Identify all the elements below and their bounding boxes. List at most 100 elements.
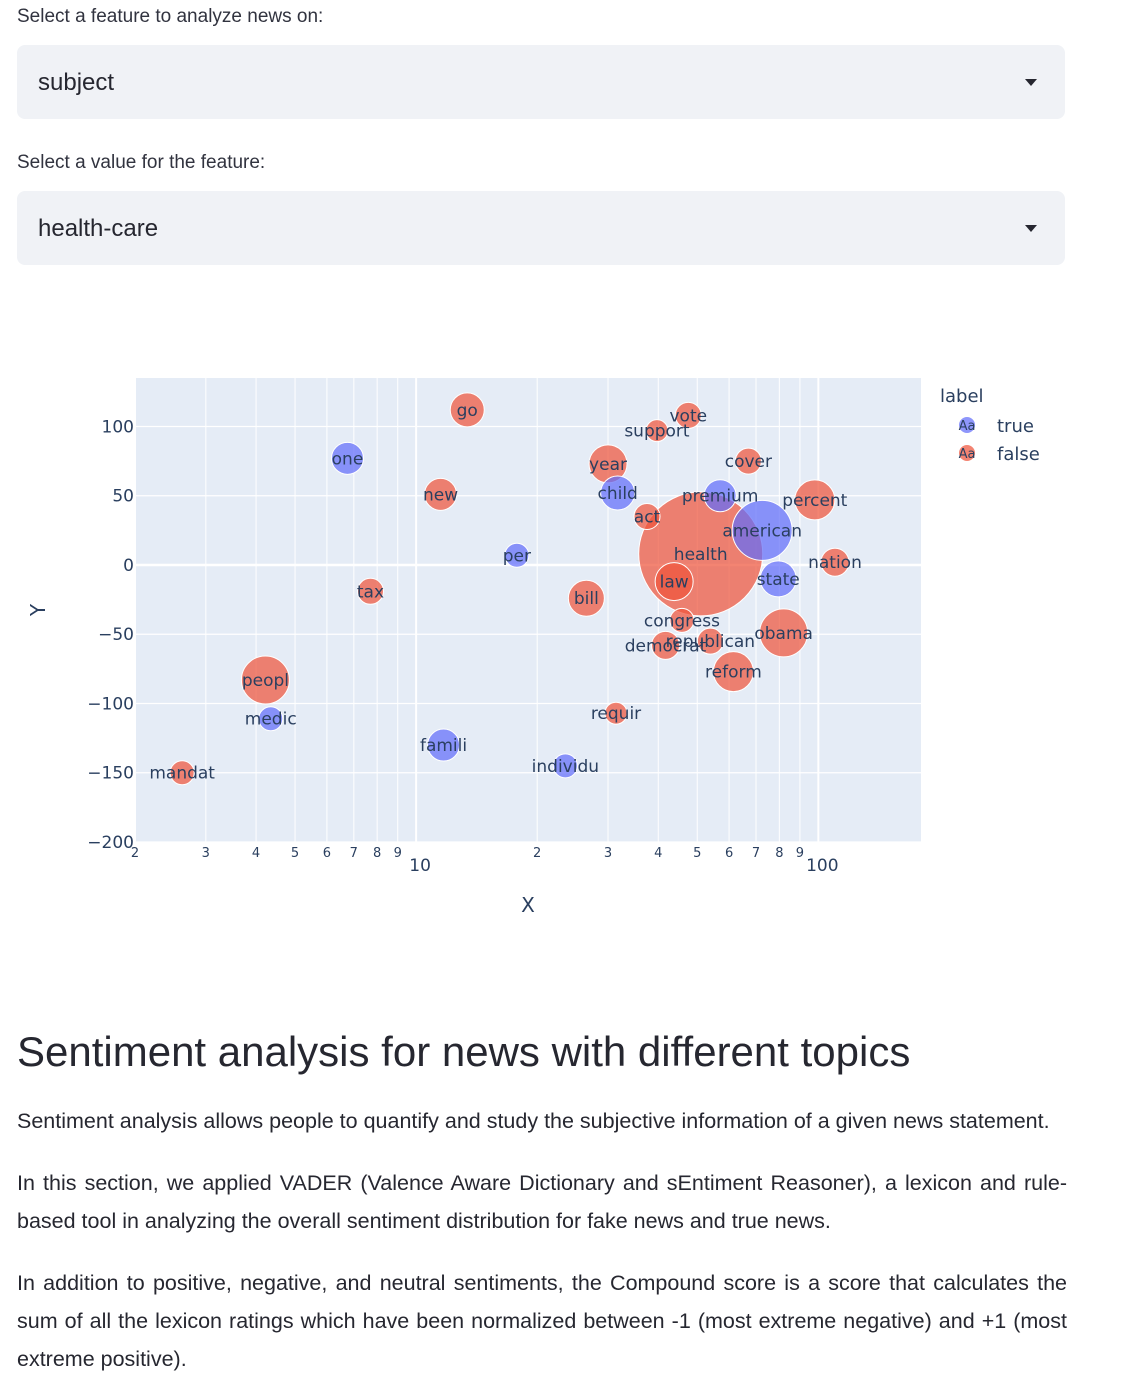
value-select[interactable]: health-care xyxy=(17,191,1065,265)
x-tick-label: 4 xyxy=(654,846,662,861)
y-tick-label: 0 xyxy=(123,556,134,576)
bubble-cover[interactable] xyxy=(734,447,762,475)
bubble-label: bill xyxy=(574,589,599,609)
legend-marker xyxy=(959,445,975,461)
bubble-label: requir xyxy=(591,704,641,724)
bubble-famili[interactable] xyxy=(427,728,461,762)
x-tick-label: 2 xyxy=(131,846,139,861)
bubble-democrat[interactable] xyxy=(651,630,681,660)
bubble-american[interactable] xyxy=(731,499,793,561)
bubble-label: famili xyxy=(420,736,467,756)
legend-label: false xyxy=(997,444,1040,465)
bubble-republican[interactable] xyxy=(696,627,724,655)
bubble-mandat[interactable] xyxy=(169,760,195,786)
bubble-label: mandat xyxy=(149,764,215,784)
section-title: Sentiment analysis for news with differe… xyxy=(17,1028,911,1075)
bubble-state[interactable] xyxy=(759,560,797,598)
bubble-congress[interactable] xyxy=(669,607,695,633)
chevron-down-icon xyxy=(1025,225,1037,232)
x-tick-label: 6 xyxy=(725,846,733,861)
feature-select-label: Select a feature to analyze news on: xyxy=(17,6,324,27)
legend-item-false[interactable]: Aa false xyxy=(959,444,1040,465)
paragraph-compound: In addition to positive, negative, and n… xyxy=(17,1271,1067,1371)
bubble-child[interactable] xyxy=(600,475,636,511)
bubble-go[interactable] xyxy=(449,392,485,428)
value-select-value: health-care xyxy=(38,215,159,242)
feature-select-value: subject xyxy=(38,69,115,96)
x-tick-label: 3 xyxy=(604,846,612,861)
y-tick-label: −100 xyxy=(87,694,134,714)
bubbles[interactable] xyxy=(169,392,850,786)
x-tick-label: 9 xyxy=(394,846,402,861)
bubble-per[interactable] xyxy=(504,542,530,568)
bubble-label: democrat xyxy=(625,636,707,656)
bubble-peopl[interactable] xyxy=(240,655,290,705)
x-axis-title: X xyxy=(521,893,535,917)
bubble-label: nation xyxy=(808,553,862,573)
bubble-label: per xyxy=(503,546,531,566)
legend-label: true xyxy=(997,416,1034,437)
x-tick-label: 100 xyxy=(806,856,838,876)
feature-select[interactable]: subject xyxy=(17,45,1065,119)
paragraph-intro: Sentiment analysis allows people to quan… xyxy=(17,1109,1050,1133)
y-tick-label: 50 xyxy=(112,487,134,507)
bubble-label: child xyxy=(597,484,637,504)
bubble-premium[interactable] xyxy=(703,479,737,513)
bubble-act[interactable] xyxy=(633,503,661,531)
x-tick-label: 4 xyxy=(252,846,260,861)
bubble-label: american xyxy=(722,521,802,541)
bubble-individu[interactable] xyxy=(552,753,578,779)
x-tick-label: 3 xyxy=(202,846,210,861)
bubble-label: medic xyxy=(245,710,297,730)
legend-item-true[interactable]: Aa true xyxy=(959,416,1034,437)
y-tick-label: −150 xyxy=(87,764,134,784)
bubble-percent[interactable] xyxy=(794,479,836,521)
x-tick-label: 9 xyxy=(796,846,804,861)
bubble-label: law xyxy=(660,573,689,593)
legend-glyph: Aa xyxy=(959,419,976,434)
gridlines xyxy=(134,378,921,843)
y-tick-label: −200 xyxy=(87,833,134,853)
bubble-chart[interactable]: health american peopl obama percent reform yea… xyxy=(0,330,1134,930)
bubble-support[interactable] xyxy=(645,419,669,443)
bubble-requir[interactable] xyxy=(604,701,628,725)
bubble-nation[interactable] xyxy=(820,547,850,577)
bubble-tax[interactable] xyxy=(356,577,384,605)
bubble-label: new xyxy=(423,485,458,505)
x-tick-label: 6 xyxy=(323,846,331,861)
x-tick-label: 5 xyxy=(693,846,701,861)
bubble-label: act xyxy=(634,508,661,528)
y-axis-ticks: 100 50 0 −50 −100 −150 −200 xyxy=(87,417,134,853)
bubble-label: one xyxy=(332,449,364,469)
bubble-vote[interactable] xyxy=(674,401,702,429)
bubble-reform[interactable] xyxy=(712,651,754,693)
y-tick-label: −50 xyxy=(98,625,134,645)
y-tick-label: 100 xyxy=(102,417,134,437)
legend[interactable]: label Aa true Aa false xyxy=(940,386,1040,465)
bubble-label: premium xyxy=(682,487,758,507)
bubble-law[interactable] xyxy=(654,562,694,602)
x-tick-label: 7 xyxy=(350,846,358,861)
bubble-obama[interactable] xyxy=(759,608,809,658)
x-tick-label: 2 xyxy=(533,846,541,861)
legend-glyph: Aa xyxy=(959,447,976,462)
bubble-label: individu xyxy=(532,757,599,777)
bubble-bill[interactable] xyxy=(567,579,605,617)
bubble-label: percent xyxy=(782,491,847,511)
bubble-label: support xyxy=(624,422,690,442)
value-select-label: Select a value for the feature: xyxy=(17,152,266,173)
paragraph-vader: In this section, we applied VADER (Valen… xyxy=(17,1171,1067,1233)
bubble-medic[interactable] xyxy=(258,706,284,732)
bubble-label: tax xyxy=(357,582,384,602)
legend-marker xyxy=(959,417,975,433)
bubble-new[interactable] xyxy=(424,477,458,511)
x-tick-label: 8 xyxy=(775,846,783,861)
bubble-label: reform xyxy=(705,663,762,683)
bubble-label: year xyxy=(589,455,627,475)
bubble-label: go xyxy=(457,401,478,421)
bubble-label: state xyxy=(757,570,800,590)
bubble-one[interactable] xyxy=(330,441,364,475)
bubble-label: congress xyxy=(644,611,720,631)
bubble-label: peopl xyxy=(242,671,289,691)
